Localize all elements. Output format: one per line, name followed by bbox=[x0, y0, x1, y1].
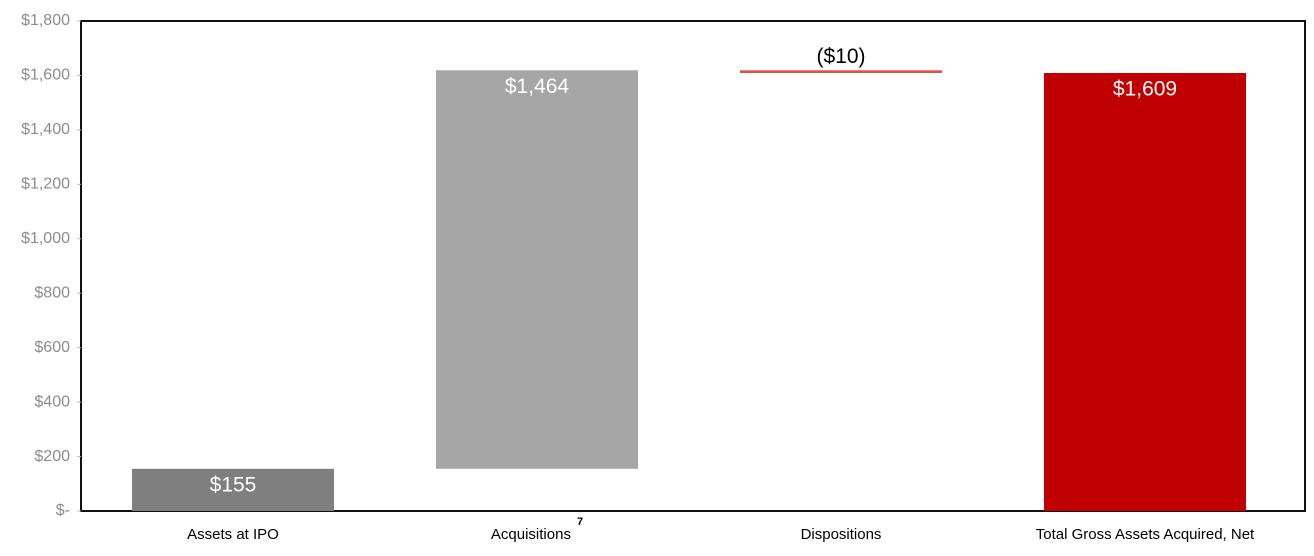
x-tick-label: Total Gross Assets Acquired, Net bbox=[1036, 526, 1255, 543]
y-tick-label: $800 bbox=[34, 284, 70, 301]
bar bbox=[436, 70, 638, 469]
y-tick-label: $1,400 bbox=[21, 121, 70, 138]
y-tick-label: $1,600 bbox=[21, 67, 70, 84]
y-tick-label: $1,200 bbox=[21, 176, 70, 193]
bar bbox=[740, 70, 942, 73]
value-label: ($10) bbox=[816, 45, 865, 68]
value-label: $155 bbox=[210, 473, 257, 496]
y-tick-label: $400 bbox=[34, 393, 70, 410]
y-tick-label: $- bbox=[56, 502, 70, 519]
y-tick-label: $1,000 bbox=[21, 230, 70, 247]
footnote-mark: 7 bbox=[577, 516, 583, 528]
value-label: $1,609 bbox=[1113, 78, 1177, 101]
bar bbox=[132, 468, 334, 511]
category-name: Total Gross Assets Acquired, Net bbox=[1036, 526, 1255, 543]
x-tick-label: Assets at IPO bbox=[187, 526, 279, 543]
category-name: Assets at IPO bbox=[187, 526, 279, 543]
x-tick-label: Acquisitions 7 bbox=[491, 516, 583, 543]
category-name: Acquisitions bbox=[491, 526, 571, 543]
y-tick-label: $1,800 bbox=[21, 12, 70, 29]
plot-frame bbox=[80, 20, 1306, 512]
category-name: Dispositions bbox=[801, 526, 882, 543]
y-tick-label: $600 bbox=[34, 339, 70, 356]
y-tick-label: $200 bbox=[34, 448, 70, 465]
bar bbox=[1044, 72, 1246, 511]
x-tick-label: Dispositions bbox=[801, 526, 882, 543]
value-label: $1,464 bbox=[505, 75, 570, 98]
